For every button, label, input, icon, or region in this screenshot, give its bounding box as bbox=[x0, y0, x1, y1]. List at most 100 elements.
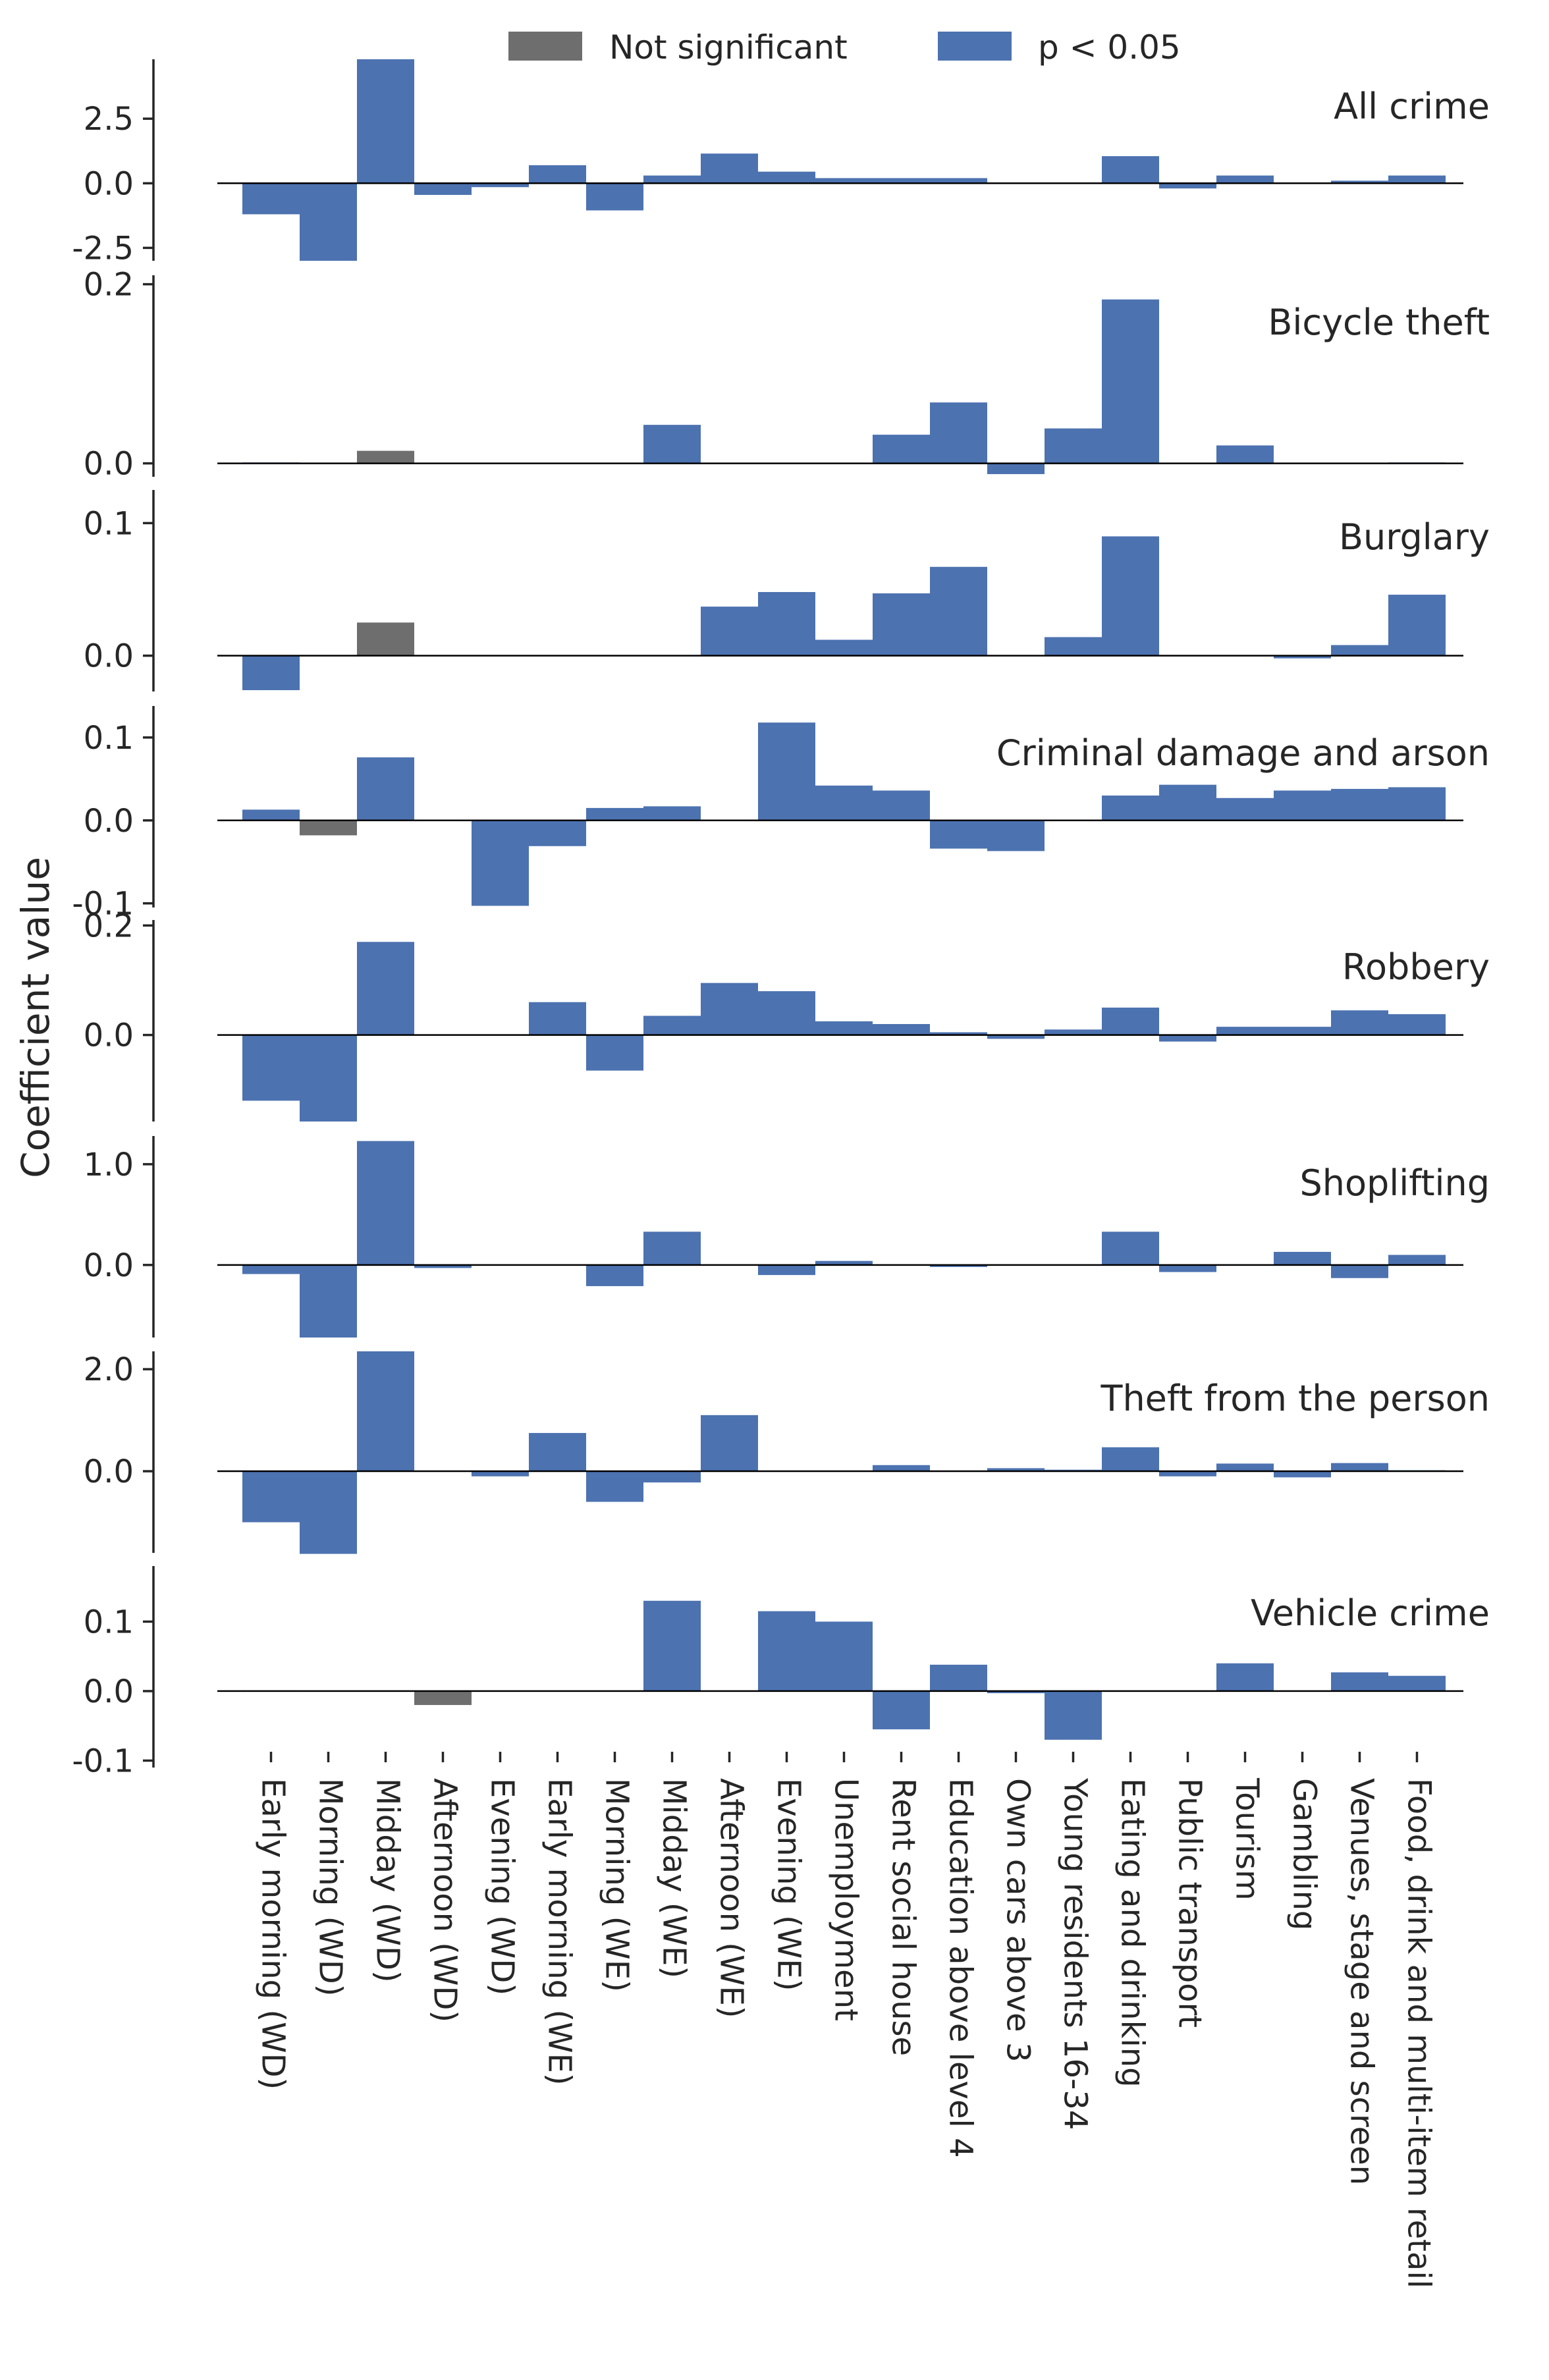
bar bbox=[242, 183, 300, 215]
x-tick-label: Afternoon (WD) bbox=[427, 1778, 464, 2022]
y-tick-label: 0.0 bbox=[84, 1017, 134, 1054]
bar bbox=[1331, 1463, 1388, 1472]
panel-4: -0.1 0.0 0.1 Criminal damage and arson bbox=[72, 706, 1490, 923]
y-tick-label: 0.1 bbox=[84, 505, 134, 542]
y-tick-label: 0.1 bbox=[84, 720, 134, 757]
bar bbox=[1159, 1264, 1216, 1272]
y-tick-label: 0.1 bbox=[84, 1604, 134, 1640]
bar bbox=[1102, 796, 1159, 821]
bar bbox=[1159, 1471, 1216, 1476]
bar bbox=[873, 593, 930, 656]
bar bbox=[1274, 1251, 1331, 1265]
bar bbox=[357, 757, 414, 821]
y-tick-label: 0.0 bbox=[84, 1673, 134, 1710]
bar bbox=[987, 820, 1045, 852]
bar bbox=[1388, 175, 1446, 184]
bar bbox=[758, 722, 815, 821]
bar bbox=[242, 655, 300, 690]
bar bbox=[1045, 1690, 1102, 1740]
bar bbox=[643, 1231, 701, 1265]
panel-8: -0.1 0.0 0.1 Vehicle crime bbox=[72, 1566, 1490, 1779]
bar bbox=[414, 183, 472, 195]
bar bbox=[815, 1021, 873, 1035]
bar bbox=[930, 820, 987, 849]
bar bbox=[586, 1264, 643, 1286]
bar bbox=[815, 639, 873, 656]
bar bbox=[758, 1611, 815, 1691]
y-tick-label: 0.0 bbox=[84, 803, 134, 840]
bar bbox=[300, 1035, 357, 1122]
legend-swatch-significant bbox=[938, 32, 1012, 61]
panel-title: Robbery bbox=[1342, 946, 1490, 988]
panel-title: Criminal damage and arson bbox=[996, 732, 1490, 774]
bar bbox=[815, 1621, 873, 1691]
y-tick-label: 0.2 bbox=[84, 907, 134, 944]
bar bbox=[357, 942, 414, 1035]
bar bbox=[414, 1264, 472, 1268]
panel-title: Burglary bbox=[1339, 516, 1490, 558]
bar bbox=[242, 1035, 300, 1101]
bar bbox=[1102, 1447, 1159, 1472]
x-tick-label: Eating and drinking bbox=[1114, 1778, 1151, 2088]
bar bbox=[1388, 1675, 1446, 1691]
x-tick-label: Young residents 16-34 bbox=[1057, 1777, 1094, 2130]
y-tick-label: -0.1 bbox=[72, 886, 134, 923]
bar bbox=[930, 1264, 987, 1267]
x-tick-label: Afternoon (WE) bbox=[713, 1778, 750, 2018]
bar bbox=[930, 178, 987, 184]
x-tick-label: Venues, stage and screen bbox=[1344, 1778, 1380, 2185]
y-tick-label: 0.2 bbox=[84, 267, 134, 304]
bar bbox=[357, 1141, 414, 1265]
bar bbox=[1045, 637, 1102, 656]
x-tick-label: Own cars above 3 bbox=[1000, 1778, 1037, 2063]
x-tick-label: Public transport bbox=[1172, 1778, 1209, 2028]
bar bbox=[1331, 1010, 1388, 1035]
x-axis: Early morning (WD) Morning (WD) Midday (WD… bbox=[255, 1752, 1438, 2288]
bar bbox=[472, 183, 529, 188]
bar bbox=[643, 425, 701, 464]
x-tick-label: Tourism bbox=[1229, 1777, 1266, 1901]
legend-swatch-not-significant bbox=[508, 32, 582, 61]
x-tick-label: Rent social house bbox=[885, 1778, 922, 2056]
bar bbox=[643, 1600, 701, 1691]
legend: Not significant p < 0.05 bbox=[508, 28, 1181, 67]
x-tick-label: Morning (WE) bbox=[599, 1778, 636, 1992]
bar bbox=[529, 820, 586, 846]
bar bbox=[758, 1264, 815, 1276]
bar bbox=[357, 1351, 414, 1472]
bar bbox=[1388, 1014, 1446, 1035]
bar bbox=[701, 153, 758, 184]
y-tick-label: -2.5 bbox=[72, 230, 134, 267]
bar bbox=[242, 809, 300, 821]
bar bbox=[987, 1035, 1045, 1039]
bar bbox=[930, 566, 987, 656]
bar bbox=[643, 175, 701, 184]
bar bbox=[1159, 784, 1216, 821]
legend-label-not-significant: Not significant bbox=[609, 28, 848, 67]
bar bbox=[758, 171, 815, 184]
bar bbox=[1331, 645, 1388, 656]
bar bbox=[1274, 1471, 1331, 1478]
panel-title: Vehicle crime bbox=[1251, 1592, 1490, 1634]
bar bbox=[1216, 1027, 1274, 1035]
x-tick-label: Early morning (WD) bbox=[255, 1778, 292, 2090]
bar bbox=[643, 806, 701, 821]
bar bbox=[987, 463, 1045, 474]
bar bbox=[758, 592, 815, 656]
panel-7: 0.0 2.0 Theft from the person bbox=[84, 1351, 1490, 1554]
panel-title: All crime bbox=[1334, 86, 1490, 127]
y-tick-label: 0.0 bbox=[84, 446, 134, 483]
x-tick-label: Evening (WE) bbox=[771, 1778, 807, 1991]
bar bbox=[643, 1471, 701, 1483]
bar bbox=[1331, 1672, 1388, 1691]
bar bbox=[815, 1260, 873, 1265]
bar bbox=[586, 1471, 643, 1502]
bar bbox=[1388, 595, 1446, 656]
y-tick-label: -0.1 bbox=[72, 1743, 134, 1779]
bar bbox=[300, 820, 357, 836]
bar bbox=[300, 183, 357, 261]
bar bbox=[586, 183, 643, 211]
bar bbox=[930, 1664, 987, 1691]
